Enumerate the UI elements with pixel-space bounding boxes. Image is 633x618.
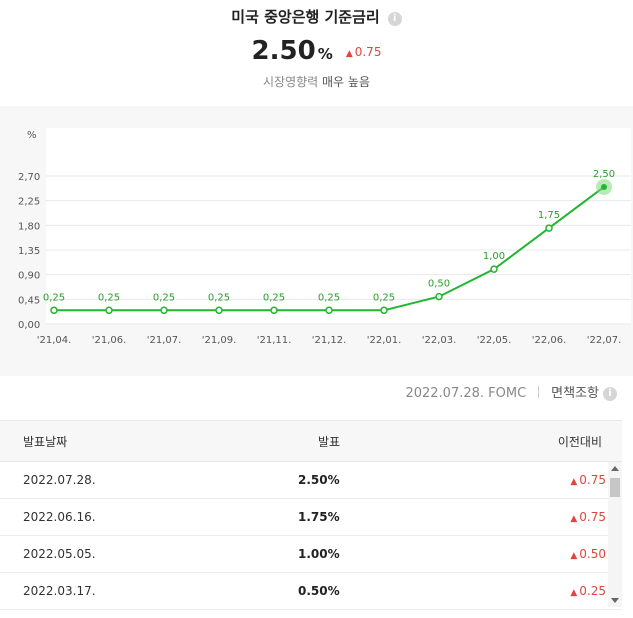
rate-change: ▲ 0.75 (346, 45, 382, 59)
chart-panel: % 0,00 0,45 0,90 1,35 1,80 2,25 2,70 0,25 '21,04.… (0, 106, 633, 376)
row-change-value: 0.50 (579, 547, 606, 561)
x-tick-label: '21,07. (147, 335, 182, 346)
data-label: 0,25 (208, 292, 230, 303)
data-point (105, 306, 113, 315)
data-label: 0,25 (43, 292, 65, 303)
y-tick-label: 1,80 (18, 221, 40, 232)
row-value: 2.50% (298, 473, 340, 487)
row-date: 2022.07.28. (23, 473, 96, 487)
x-tick-label: '22,07. (587, 335, 622, 346)
row-change: ▲ 0.75 (570, 510, 606, 524)
header-date: 발표날짜 (23, 435, 68, 449)
page-title: 미국 중앙은행 기준금리 i (0, 6, 633, 27)
y-unit-label: % (27, 130, 37, 141)
table-row: 2022.05.05. 1.00% ▲ 0.50 (0, 536, 622, 573)
y-tick-label: 1,35 (18, 246, 40, 257)
table-scrollbar[interactable] (608, 462, 622, 607)
data-point (545, 224, 553, 232)
scroll-thumb[interactable] (610, 478, 620, 497)
data-label: 0,25 (153, 292, 175, 303)
up-triangle-icon: ▲ (570, 551, 578, 561)
row-date: 2022.06.16. (23, 510, 96, 524)
data-point (380, 306, 388, 315)
row-value: 0.50% (298, 584, 340, 598)
data-point (325, 306, 333, 315)
y-tick-label: 0,90 (18, 271, 40, 282)
scroll-down-arrow-icon[interactable] (611, 598, 619, 603)
current-rate: 2.50 (251, 36, 316, 66)
header: 미국 중앙은행 기준금리 i 2.50% ▲ 0.75 시장영향력 매우 높음 (0, 0, 633, 106)
rate-unit: % (317, 45, 333, 63)
header-change: 이전대비 (557, 435, 602, 449)
header-value: 발표 (318, 435, 341, 449)
row-change-value: 0.75 (579, 473, 606, 487)
x-tick-label: '22,05. (477, 335, 512, 346)
row-change: ▲ 0.75 (570, 473, 606, 487)
market-impact: 시장영향력 매우 높음 (0, 73, 633, 90)
rate-line-chart: % 0,00 0,45 0,90 1,35 1,80 2,25 2,70 0,25 '21,04.… (18, 128, 631, 346)
table-header: 발표날짜 발표 이전대비 (0, 420, 622, 462)
y-tick-label: 2,70 (18, 172, 40, 183)
disclaimer-link[interactable]: 면책조항 (551, 386, 599, 401)
row-change-value: 0.25 (579, 584, 606, 598)
plot-area (46, 128, 631, 324)
x-tick-label: '22,03. (422, 335, 457, 346)
announcement-source: 2022.07.28. FOMC (405, 386, 527, 401)
data-label: 0,25 (98, 292, 120, 303)
data-label: 1,00 (483, 251, 505, 262)
row-value: 1.00% (298, 547, 340, 561)
table-row: 2022.03.17. 0.50% ▲ 0.25 (0, 573, 622, 610)
data-label: 0,25 (373, 292, 395, 303)
x-tick-label: '22,01. (367, 335, 402, 346)
data-label: 2,50 (593, 169, 615, 180)
data-point (601, 183, 607, 190)
x-tick-label: '21,11. (257, 335, 292, 346)
up-triangle-icon: ▲ (570, 514, 578, 524)
row-value: 1.75% (298, 510, 340, 524)
y-tick-label: 0,00 (18, 320, 40, 331)
info-icon[interactable]: i (387, 12, 402, 26)
data-label: 0,50 (428, 279, 450, 290)
data-point (160, 306, 168, 315)
row-change: ▲ 0.50 (570, 547, 606, 561)
disclaimer-info-icon[interactable]: i (603, 387, 617, 401)
announcement-meta: 2022.07.28. FOMC 면책조항 i (405, 382, 617, 401)
x-tick-label: '21,04. (37, 335, 72, 346)
data-point (490, 265, 498, 273)
impact-label: 시장영향력 (262, 75, 319, 89)
announcement-table: 발표날짜 발표 이전대비 2022.07.28. 2.50% ▲ 0.75 202… (0, 420, 622, 610)
data-label: 1,75 (538, 210, 560, 221)
data-point (435, 292, 443, 301)
x-tick-label: '21,09. (202, 335, 237, 346)
data-label: 0,25 (263, 292, 285, 303)
divider (538, 386, 540, 398)
x-tick-label: '22,06. (532, 335, 567, 346)
rate-change-value: 0.75 (354, 45, 382, 59)
data-point (50, 306, 58, 315)
scroll-up-arrow-icon[interactable] (611, 466, 619, 471)
rate-row: 2.50% ▲ 0.75 (0, 36, 633, 66)
table-row: 2022.07.28. 2.50% ▲ 0.75 (0, 462, 622, 499)
row-change: ▲ 0.25 (570, 584, 606, 598)
row-date: 2022.05.05. (23, 547, 96, 561)
up-triangle-icon: ▲ (570, 477, 578, 487)
y-tick-label: 0,45 (18, 295, 40, 306)
y-tick-label: 2,25 (18, 197, 40, 208)
x-tick-label: '21,06. (92, 335, 127, 346)
impact-value: 매우 높음 (322, 75, 370, 89)
data-label: 0,25 (318, 292, 340, 303)
data-point (215, 306, 223, 315)
x-tick-label: '21,12. (312, 335, 347, 346)
title-text: 미국 중앙은행 기준금리 (231, 8, 380, 26)
up-triangle-icon: ▲ (570, 588, 578, 598)
row-date: 2022.03.17. (23, 584, 96, 598)
up-triangle-icon: ▲ (345, 49, 353, 59)
row-change-value: 0.75 (579, 510, 606, 524)
data-point (270, 306, 278, 315)
table-row: 2022.06.16. 1.75% ▲ 0.75 (0, 499, 622, 536)
